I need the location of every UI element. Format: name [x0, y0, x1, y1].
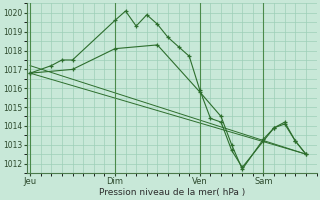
X-axis label: Pression niveau de la mer( hPa ): Pression niveau de la mer( hPa )	[99, 188, 245, 197]
